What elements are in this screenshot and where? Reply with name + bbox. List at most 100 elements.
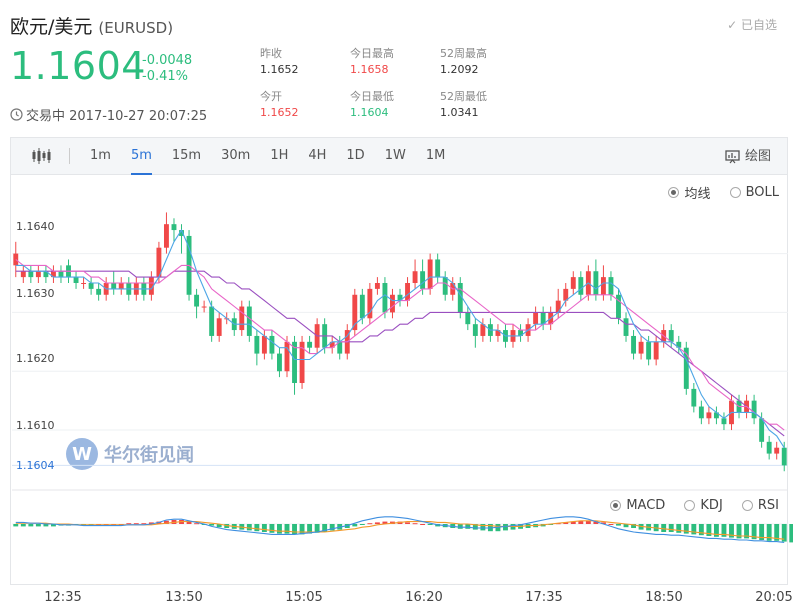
y-tick-label: 1.1640 — [16, 220, 55, 233]
period-5m[interactable]: 5m — [130, 137, 152, 175]
watchlist-toggle[interactable]: ✓ 已自选 — [727, 18, 777, 32]
candle-body — [329, 341, 335, 348]
period-4h[interactable]: 4H — [308, 148, 327, 163]
macd-bar — [698, 524, 704, 536]
macd-bar — [352, 524, 358, 527]
macd-bar — [412, 523, 418, 525]
candle-body — [156, 247, 162, 278]
candle-body — [631, 335, 637, 354]
stat-label: 52周最高 — [440, 47, 487, 60]
macd-bar — [420, 524, 426, 525]
candle-body — [465, 312, 471, 325]
candle-body — [570, 277, 576, 289]
macd-dif-line — [15, 516, 785, 543]
indicator-kdj[interactable]: KDJ — [684, 498, 723, 513]
candle-body — [442, 277, 448, 295]
candle-body — [593, 271, 599, 295]
macd-bar — [766, 524, 772, 541]
macd-bar — [759, 524, 765, 540]
candle-body — [518, 330, 523, 336]
candle-body — [277, 353, 282, 372]
macd-bar — [374, 522, 380, 524]
stat-label: 今开 — [260, 90, 282, 103]
pair-code: (EURUSD) — [98, 19, 174, 37]
candle-body — [653, 341, 659, 360]
macd-bar — [623, 524, 629, 528]
macd-bar — [194, 523, 200, 525]
candle-body — [96, 288, 102, 295]
x-tick-label: 18:50 — [645, 590, 683, 605]
candle-body — [269, 335, 275, 354]
period-15m[interactable]: 15m — [171, 148, 202, 163]
macd-bar — [593, 521, 599, 524]
stat-value: 1.1652 — [260, 63, 299, 76]
clock-icon — [10, 108, 23, 121]
candle-body — [623, 318, 629, 336]
period-1d[interactable]: 1D — [346, 148, 365, 163]
indicator-macd-label: MACD — [626, 498, 666, 513]
macd-bar — [503, 524, 508, 531]
candle-body — [759, 418, 765, 442]
macd-bar — [405, 522, 410, 524]
stat-value: 1.0341 — [440, 106, 479, 119]
indicator-ma-label: 均线 — [684, 187, 711, 202]
draw-label: 绘图 — [744, 149, 771, 164]
indicator-boll[interactable]: BOLL — [729, 185, 779, 200]
period-1mo[interactable]: 1M — [425, 148, 446, 163]
candle-body — [261, 335, 267, 354]
period-1w[interactable]: 1W — [384, 148, 406, 163]
candle-body — [698, 406, 704, 419]
x-tick-label: 16:20 — [405, 590, 443, 605]
candle-body — [397, 294, 403, 301]
candle-body — [600, 277, 606, 295]
stat-value: 1.2092 — [440, 63, 479, 76]
main-indicator-selector: 均线 BOLL — [654, 183, 779, 202]
candle-body — [713, 412, 719, 419]
candle-body — [50, 271, 56, 278]
change-percent: -0.41% — [142, 69, 188, 84]
macd-bar — [133, 523, 139, 525]
candle-body — [209, 306, 215, 336]
macd-bar — [329, 524, 335, 531]
candle-body — [480, 324, 486, 336]
candle-body — [691, 388, 697, 407]
candle-body — [254, 335, 260, 354]
candle-body — [706, 412, 712, 419]
candlestick-icon[interactable] — [31, 148, 51, 164]
draw-button[interactable]: 绘图 — [725, 138, 771, 176]
candle-body — [28, 271, 34, 278]
macd-bar — [736, 524, 742, 539]
indicator-macd[interactable]: MACD — [610, 498, 665, 513]
period-30m[interactable]: 30m — [221, 148, 251, 163]
macd-bar — [465, 524, 471, 529]
macd-bar — [706, 524, 712, 536]
candle-body — [382, 283, 388, 313]
candle-body — [216, 318, 222, 336]
candle-body — [420, 271, 426, 289]
macd-bar — [683, 524, 689, 534]
candle-body — [683, 347, 689, 389]
indicator-boll-label: BOLL — [745, 185, 779, 200]
candle-body — [35, 271, 41, 278]
macd-bar — [729, 524, 734, 538]
candle-body — [412, 271, 418, 283]
stat-52w-low: 52周最低 1.0341 — [440, 89, 487, 121]
current-price-label: 1.1604 — [16, 459, 55, 472]
period-1m[interactable]: 1m — [90, 148, 111, 163]
indicator-ma[interactable]: 均线 — [668, 183, 710, 202]
macd-bar — [20, 524, 26, 527]
candle-body — [201, 306, 207, 308]
candle-body — [616, 294, 621, 319]
macd-bar — [570, 521, 576, 524]
macd-bar — [789, 524, 793, 543]
stat-label: 昨收 — [260, 47, 282, 60]
chart-panel — [10, 175, 788, 585]
period-1h[interactable]: 1H — [270, 148, 289, 163]
macd-bar — [359, 524, 365, 525]
candle-body — [676, 341, 682, 348]
change-value: -0.0048 — [142, 53, 193, 68]
brand-logo-icon: W — [66, 438, 98, 470]
indicator-rsi[interactable]: RSI — [741, 498, 779, 513]
pair-title: 欧元/美元 (EURUSD) — [10, 12, 173, 39]
